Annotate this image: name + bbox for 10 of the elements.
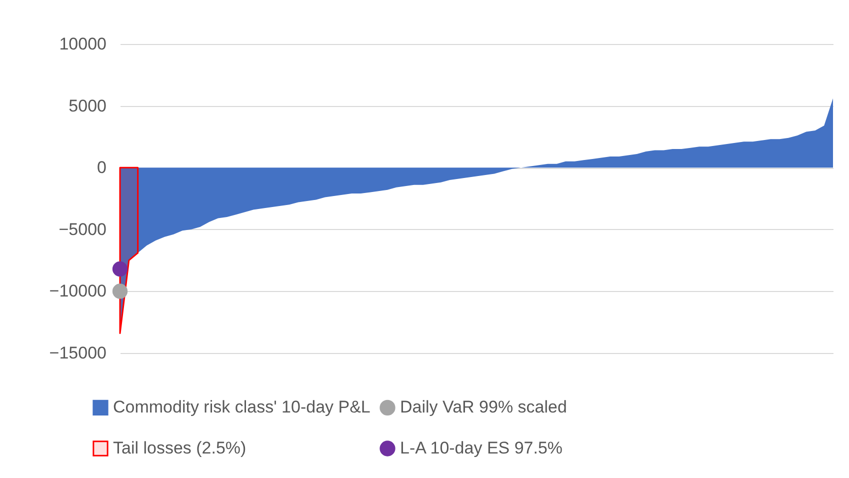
legend-label: L-A 10-day ES 97.5% — [400, 438, 563, 458]
legend-label: Tail losses (2.5%) — [113, 438, 246, 458]
y-tick-label: 10000 — [59, 34, 106, 54]
y-tick-label: −5000 — [58, 220, 106, 239]
y-tick-label: 0 — [97, 158, 106, 178]
legend-label: Daily VaR 99% scaled — [400, 398, 567, 417]
legend-label: Commodity risk class' 10-day P&L — [113, 398, 370, 417]
y-tick-label: 5000 — [68, 96, 106, 116]
y-tick-label: −15000 — [49, 344, 106, 362]
y-tick-label: −10000 — [49, 282, 106, 301]
